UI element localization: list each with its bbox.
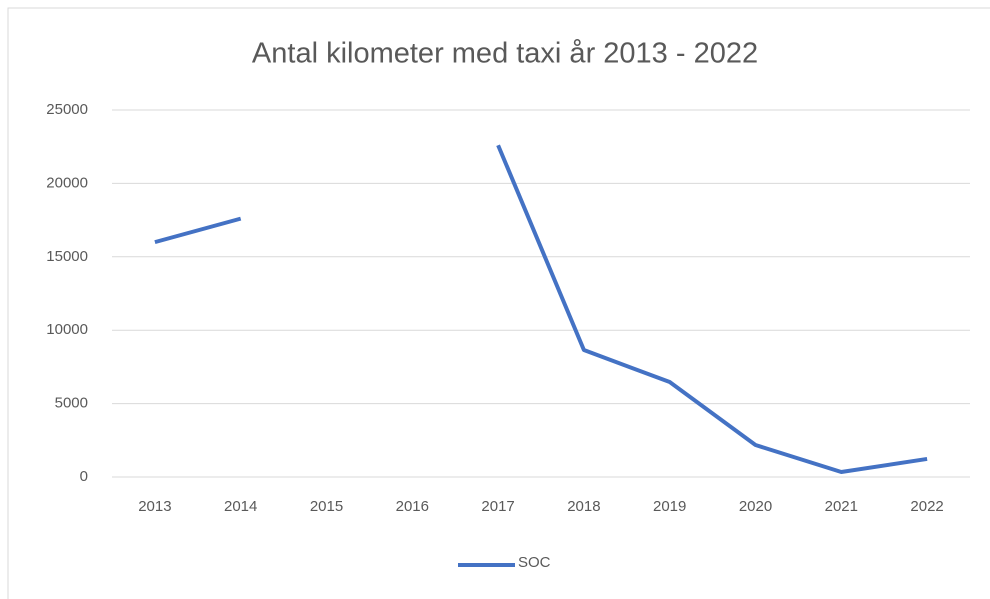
- x-tick-label: 2013: [138, 498, 171, 515]
- y-tick-label: 25000: [46, 101, 88, 118]
- x-tick-label: 2014: [224, 498, 257, 515]
- y-tick-label: 15000: [46, 248, 88, 265]
- y-tick-label: 10000: [46, 321, 88, 338]
- x-tick-label: 2015: [310, 498, 343, 515]
- x-tick-label: 2022: [910, 498, 943, 515]
- legend-label: SOC: [518, 554, 551, 571]
- y-tick-label: 5000: [55, 395, 88, 412]
- y-tick-label: 20000: [46, 174, 88, 191]
- x-tick-label: 2017: [481, 498, 514, 515]
- x-tick-label: 2019: [653, 498, 686, 515]
- chart-frame: [7, 7, 990, 599]
- chart-title: Antal kilometer med taxi år 2013 - 2022: [252, 38, 758, 70]
- data-line: [154, 144, 928, 475]
- x-tick-label: 2020: [739, 498, 772, 515]
- y-tick-label: 0: [80, 468, 88, 485]
- x-tick-label: 2016: [396, 498, 429, 515]
- x-tick-label: 2021: [825, 498, 858, 515]
- x-tick-label: 2018: [567, 498, 600, 515]
